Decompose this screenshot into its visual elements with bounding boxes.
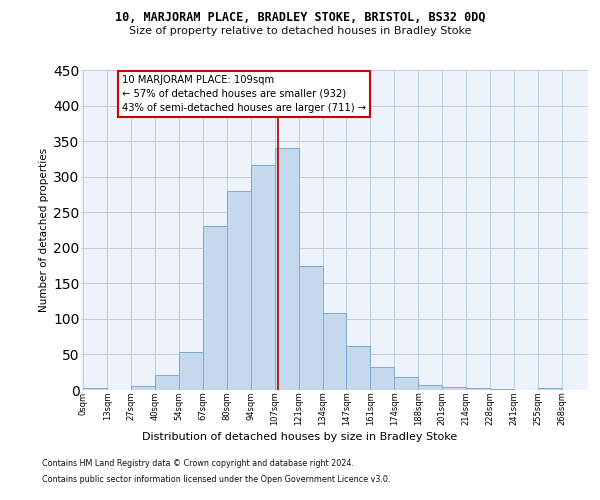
Text: Size of property relative to detached houses in Bradley Stoke: Size of property relative to detached ho… <box>129 26 471 36</box>
Bar <box>131 386 155 390</box>
Bar <box>466 388 490 390</box>
Text: Contains HM Land Registry data © Crown copyright and database right 2024.: Contains HM Land Registry data © Crown c… <box>42 459 354 468</box>
Bar <box>299 266 323 390</box>
Bar <box>346 346 370 390</box>
Bar <box>323 313 346 390</box>
Bar <box>155 375 179 390</box>
Bar <box>83 388 107 390</box>
Bar <box>179 352 203 390</box>
Text: Contains public sector information licensed under the Open Government Licence v3: Contains public sector information licen… <box>42 475 391 484</box>
Bar <box>538 388 562 390</box>
Bar <box>418 385 442 390</box>
Bar <box>394 377 418 390</box>
Bar <box>442 387 466 390</box>
Bar <box>370 367 394 390</box>
Y-axis label: Number of detached properties: Number of detached properties <box>39 148 49 312</box>
Text: 10, MARJORAM PLACE, BRADLEY STOKE, BRISTOL, BS32 0DQ: 10, MARJORAM PLACE, BRADLEY STOKE, BRIST… <box>115 11 485 24</box>
Bar <box>275 148 299 390</box>
Bar <box>203 226 227 390</box>
Bar <box>251 164 275 390</box>
Text: 10 MARJORAM PLACE: 109sqm
← 57% of detached houses are smaller (932)
43% of semi: 10 MARJORAM PLACE: 109sqm ← 57% of detac… <box>122 75 366 113</box>
Bar <box>227 191 251 390</box>
Text: Distribution of detached houses by size in Bradley Stoke: Distribution of detached houses by size … <box>142 432 458 442</box>
